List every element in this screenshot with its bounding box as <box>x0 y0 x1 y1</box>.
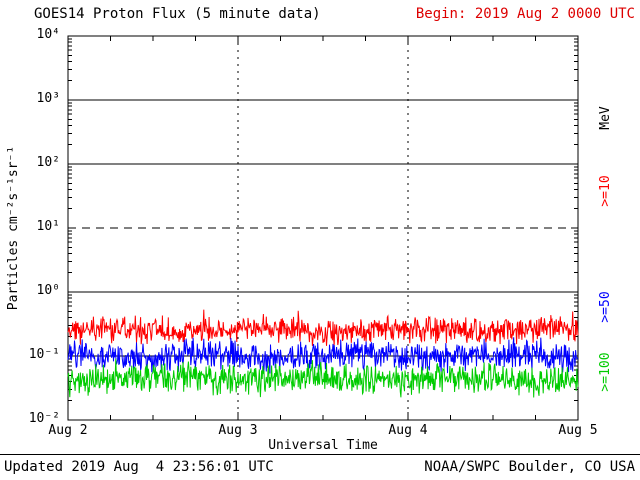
series-lines <box>67 309 579 398</box>
y-tick-label: 10³ <box>36 91 60 106</box>
y-tick-label: 10⁰ <box>36 283 60 298</box>
y-tick-label: 10⁻¹ <box>28 347 60 362</box>
chart-title: GOES14 Proton Flux (5 minute data) <box>34 6 321 22</box>
y-tick-label: 10⁻² <box>28 411 60 426</box>
series-line-10 <box>67 309 579 346</box>
y-tick-label: 10⁴ <box>36 27 60 42</box>
axis-ticks <box>67 35 579 421</box>
grid-lines <box>67 35 579 421</box>
footer-divider <box>0 454 640 455</box>
series-line-50 <box>67 337 579 374</box>
series-label-10: >=10 <box>598 175 613 207</box>
begin-timestamp: Begin: 2019 Aug 2 0000 UTC <box>415 6 635 22</box>
updated-timestamp: Updated 2019 Aug 4 23:56:01 UTC <box>4 459 274 475</box>
x-tick-label: Aug 5 <box>558 423 598 438</box>
x-tick-label: Aug 4 <box>388 423 428 438</box>
series-label-100: >=100 <box>598 352 613 392</box>
series-label-50: >=50 <box>598 291 613 323</box>
x-tick-label: Aug 2 <box>48 423 88 438</box>
series-line-100 <box>67 358 579 398</box>
y-tick-label: 10¹ <box>36 219 60 234</box>
y-tick-label: 10² <box>36 155 60 170</box>
x-tick-label: Aug 3 <box>218 423 258 438</box>
x-axis-title: Universal Time <box>268 438 378 453</box>
right-axis-unit-label: MeV <box>598 106 613 130</box>
credit-text: NOAA/SWPC Boulder, CO USA <box>424 459 635 475</box>
